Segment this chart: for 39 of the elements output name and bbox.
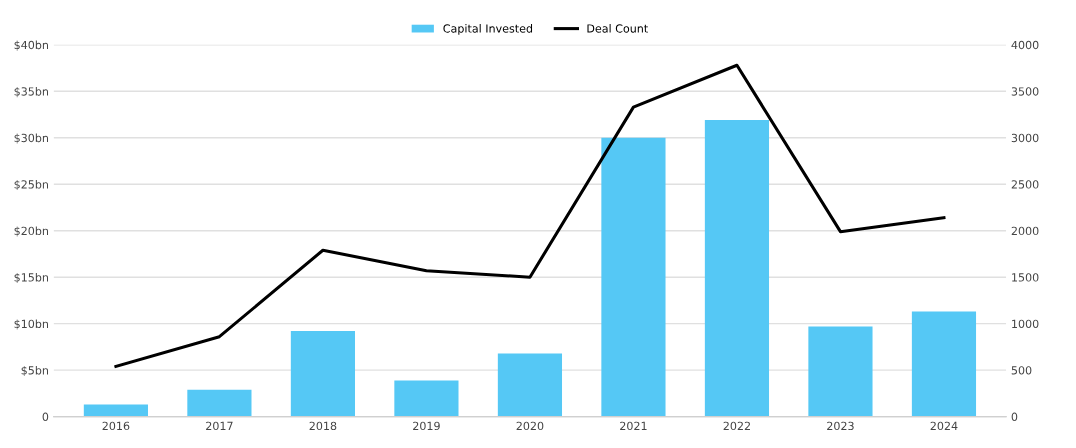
x-tick-label: 2022 bbox=[723, 421, 750, 431]
bar bbox=[704, 120, 770, 417]
bar bbox=[808, 326, 873, 417]
y-tick-label: $10bn bbox=[14, 319, 48, 330]
y-tick-label: $20bn bbox=[14, 226, 48, 237]
x-tick-label: 2016 bbox=[102, 421, 130, 431]
x-tick-label: 2020 bbox=[516, 421, 544, 431]
y2-tick-label: 500 bbox=[1011, 366, 1032, 375]
y2-tick-label: 1500 bbox=[1012, 273, 1039, 282]
y-tick-label: $15bn bbox=[14, 272, 48, 284]
x-tick-label: 2021 bbox=[620, 421, 647, 431]
y2-tick-label: 3000 bbox=[1011, 133, 1039, 143]
legend-label: Capital Invested bbox=[443, 24, 533, 35]
y-tick-label: $25bn bbox=[14, 180, 48, 191]
x-tick-label: 2019 bbox=[413, 421, 440, 431]
y-tick-label: $35bn bbox=[14, 87, 48, 98]
y2-tick-label: 1000 bbox=[1012, 319, 1039, 329]
bar bbox=[601, 137, 666, 417]
bar bbox=[394, 380, 459, 417]
bar bbox=[83, 404, 148, 417]
line-series bbox=[114, 63, 946, 368]
y-tick-label: $30bn bbox=[14, 133, 48, 144]
legend-label: Deal Count bbox=[587, 24, 648, 33]
y-tick-label: 0 bbox=[42, 412, 49, 422]
bar bbox=[187, 389, 252, 417]
y2-tick-label: 2500 bbox=[1011, 180, 1039, 189]
x-tick-label: 2023 bbox=[827, 421, 854, 431]
y2-tick-label: 2000 bbox=[1011, 226, 1039, 236]
y-tick-label: $5bn bbox=[21, 365, 48, 377]
bar bbox=[497, 353, 563, 417]
y-tick-label: $40bn bbox=[14, 40, 48, 51]
bar bbox=[911, 311, 977, 417]
y2-tick-label: 0 bbox=[1011, 412, 1018, 422]
bar bbox=[290, 331, 355, 417]
x-tick-label: 2017 bbox=[206, 421, 233, 431]
y2-tick-label: 3500 bbox=[1011, 87, 1039, 96]
y2-tick-label: 4000 bbox=[1011, 40, 1039, 50]
x-tick-label: 2024 bbox=[930, 421, 958, 431]
x-tick-label: 2018 bbox=[309, 421, 337, 431]
